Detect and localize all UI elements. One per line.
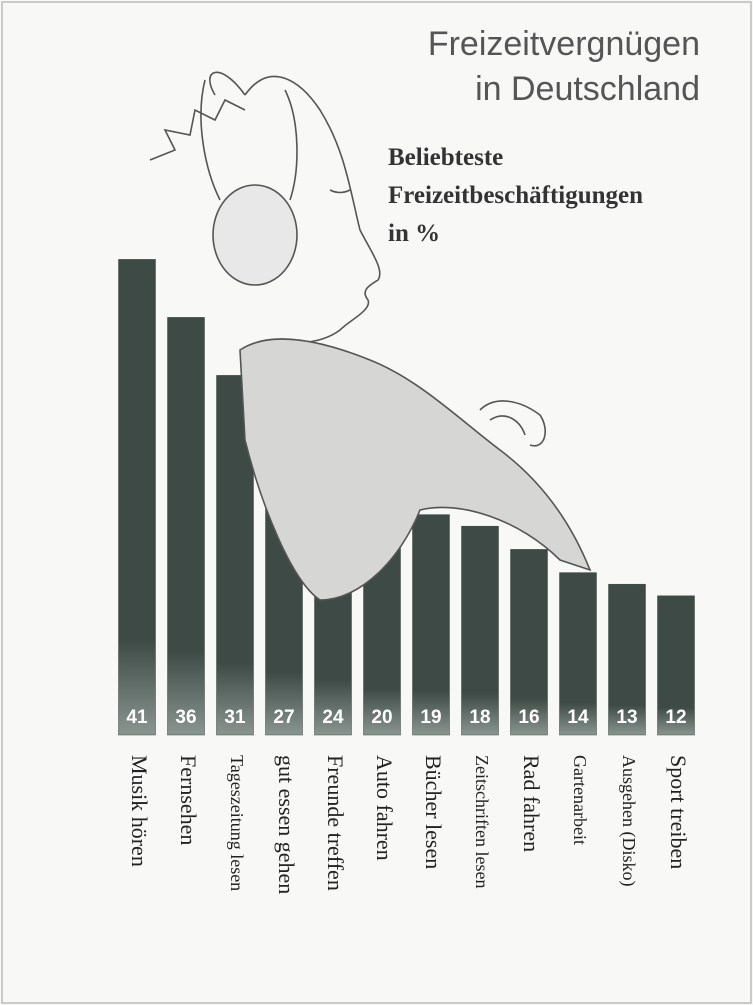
category-label: Musik hören [127, 755, 152, 867]
chart-title: in Deutschland [475, 70, 700, 108]
category-label: Ausgehen (Disko) [618, 755, 639, 886]
chart: Freizeitvergnügen in Deutschland Beliebt… [0, 0, 753, 1005]
hand [480, 401, 545, 446]
value-label: 12 [665, 707, 686, 728]
value-label: 16 [518, 707, 539, 728]
category-label: Bücher lesen [421, 755, 446, 869]
eye [330, 190, 350, 193]
category-label: gut essen gehen [274, 755, 299, 894]
category-label: Freunde treffen [323, 755, 348, 891]
category-label: Sport treiben [666, 755, 691, 869]
value-label: 31 [224, 707, 246, 728]
category-label: Gartenarbeit [570, 755, 590, 845]
chart-subtitle: in % [388, 220, 440, 247]
value-label: 27 [273, 707, 294, 728]
page: Freizeitvergnügen in Deutschland Beliebt… [0, 0, 753, 1005]
chart-subtitle: Beliebteste [388, 144, 503, 171]
category-label: Rad fahren [519, 755, 544, 852]
bar [168, 317, 205, 735]
category-label: Fernsehen [176, 755, 201, 845]
category-label: Zeitschriften lesen [472, 755, 492, 888]
category-label: Tageszeitung lesen [227, 755, 247, 891]
chart-title: Freizeitvergnügen [428, 25, 700, 63]
value-label: 36 [175, 707, 196, 728]
value-label: 24 [322, 707, 344, 728]
value-label: 14 [567, 707, 589, 728]
headphone-band [201, 80, 297, 200]
bar [413, 515, 450, 735]
value-label: 19 [420, 707, 441, 728]
value-label: 20 [371, 707, 392, 728]
hair [150, 100, 245, 160]
value-label: 13 [616, 707, 637, 728]
bar [462, 526, 499, 735]
category-label: Auto fahren [372, 755, 397, 861]
headphone [213, 185, 297, 285]
chart-subtitle: Freizeitbeschäftigungen [388, 182, 643, 209]
illustration [150, 72, 590, 600]
value-label: 41 [126, 707, 148, 728]
value-label: 18 [469, 707, 490, 728]
bar [119, 259, 156, 735]
